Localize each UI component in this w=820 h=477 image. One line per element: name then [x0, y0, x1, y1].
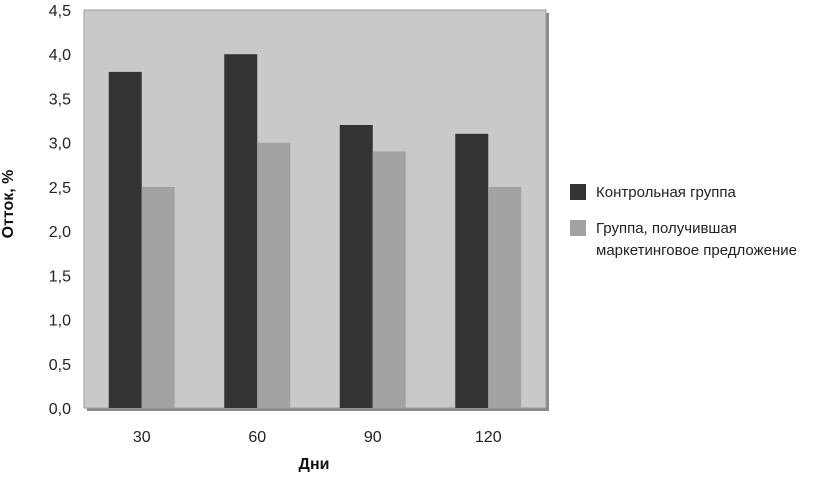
- y-tick-label: 4,0: [49, 47, 71, 64]
- legend-swatch: [570, 184, 586, 200]
- x-tick-label: 90: [364, 429, 382, 446]
- legend-label: Контрольная группа: [596, 184, 736, 201]
- legend-label: Группа, получившая: [596, 220, 737, 237]
- y-tick-label: 3,5: [49, 91, 71, 108]
- bar-series2-60: [257, 142, 291, 408]
- bar-series1-90: [339, 124, 373, 408]
- bar-series2-120: [488, 186, 522, 408]
- y-tick-label: 0,0: [49, 401, 71, 418]
- y-axis: 0,0 0,5 1,0 1,5 2,0 2,5 3,0 3,5 4,0 4,5: [49, 3, 71, 418]
- y-tick-label: 2,0: [49, 224, 71, 241]
- bar-series2-90: [372, 151, 406, 408]
- x-axis-title: Дни: [299, 456, 330, 472]
- y-tick-label: 2,5: [49, 180, 71, 197]
- bar-series2-30: [141, 186, 175, 408]
- y-tick-label: 4,5: [49, 3, 71, 20]
- y-axis-title: Отток, %: [0, 170, 17, 239]
- bar-series1-60: [224, 54, 258, 408]
- y-tick-label: 3,0: [49, 136, 71, 153]
- y-tick-label: 1,0: [49, 313, 71, 330]
- legend-swatch: [570, 220, 586, 236]
- bars: [108, 54, 522, 409]
- x-axis: 30 60 90 120: [133, 429, 502, 446]
- legend: Контрольная группа Группа, получившая марк…: [570, 184, 797, 259]
- x-tick-label: 60: [248, 429, 266, 446]
- x-tick-label: 30: [133, 429, 151, 446]
- bar-series1-30: [108, 71, 142, 409]
- x-tick-label: 120: [475, 429, 502, 446]
- y-tick-label: 1,5: [49, 268, 71, 285]
- bar-series1-120: [455, 133, 489, 409]
- y-tick-label: 0,5: [49, 357, 71, 374]
- legend-label: маркетинговое предложение: [596, 242, 797, 259]
